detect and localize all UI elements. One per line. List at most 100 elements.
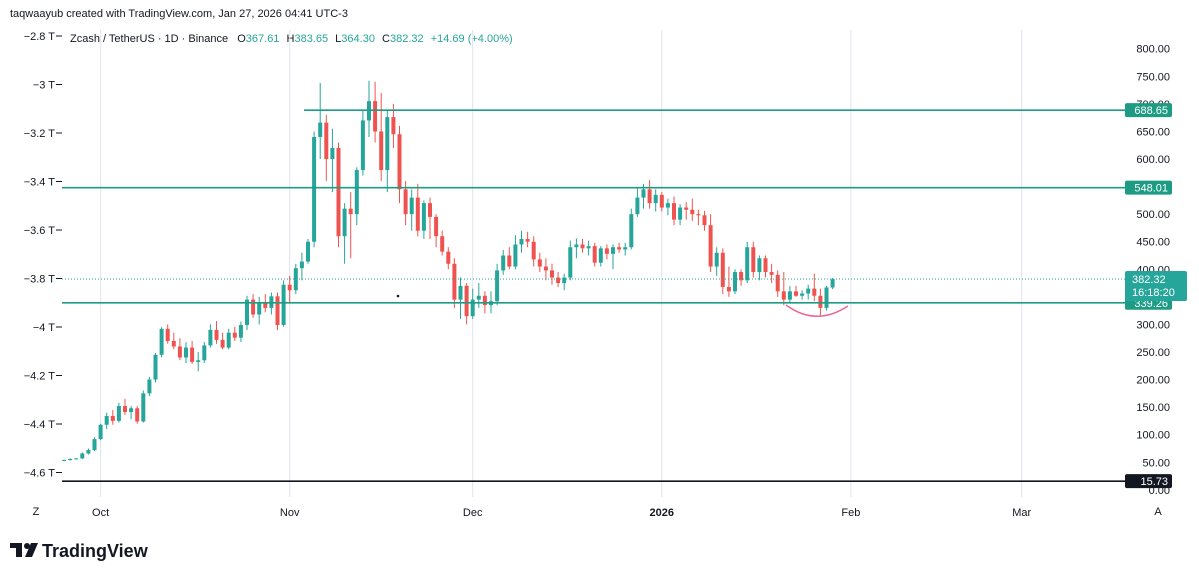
candle-down [507, 247, 512, 270]
price-tick-label[interactable]: 200.00 [1136, 375, 1170, 387]
candle-up [495, 263, 500, 306]
price-tick-label[interactable]: 750.00 [1136, 71, 1170, 83]
candle-body [818, 295, 823, 308]
candle-body [446, 251, 451, 264]
candle-body [263, 302, 268, 308]
candle-up [68, 458, 73, 461]
tradingview-logo: TradingView [10, 541, 149, 561]
z-button[interactable]: Z [33, 506, 40, 518]
left-tick-label: −3.8 T [24, 274, 56, 286]
candle-body [202, 345, 207, 361]
time-axis[interactable]: Oct Nov Dec 2026 Feb Mar [92, 507, 1031, 519]
candle-body [208, 329, 213, 346]
candle-body [635, 197, 640, 215]
candle-down [428, 197, 432, 239]
x-tick-label[interactable]: Feb [841, 507, 860, 519]
candle-body [226, 332, 231, 348]
candle-body [830, 279, 835, 288]
price-tick-label[interactable]: 500.00 [1136, 209, 1170, 221]
candle-down [190, 340, 195, 365]
tradingview-logo-icon [10, 543, 38, 557]
candle-body [781, 291, 786, 300]
price-tick-label[interactable]: 150.00 [1136, 402, 1170, 414]
candle-up [421, 200, 426, 239]
candle-body [806, 288, 811, 294]
candle-body [592, 246, 597, 263]
candle-body [550, 270, 554, 278]
candle-body [696, 214, 701, 216]
candle-up [208, 324, 213, 348]
candle-up [62, 459, 66, 462]
high-label: H [287, 33, 295, 45]
low-label: L [335, 33, 341, 45]
x-tick-label[interactable]: Mar [1012, 507, 1031, 519]
a-button[interactable]: A [1154, 506, 1162, 518]
candle-up [80, 452, 85, 459]
price-tick-label[interactable]: 100.00 [1136, 430, 1170, 442]
candle-up [586, 240, 591, 256]
candle-up [714, 247, 719, 276]
x-tick-label[interactable]: 2026 [650, 507, 674, 519]
candle-body [409, 197, 414, 215]
candle-up [238, 321, 243, 343]
candle-up [519, 230, 524, 253]
candle-down [446, 247, 451, 270]
candle-body [769, 272, 774, 275]
candle-down [165, 324, 170, 344]
candle-body [580, 244, 585, 249]
price-tick-label[interactable]: 600.00 [1136, 154, 1170, 166]
candle-down [171, 332, 176, 350]
candle-down [696, 209, 701, 226]
candle-body [123, 406, 127, 413]
low-value: 364.30 [341, 33, 375, 45]
last-price-tag [1125, 271, 1187, 302]
candle-up [342, 203, 347, 264]
candle-body [141, 393, 146, 422]
right-axis[interactable]: 800.00750.00700.00650.00600.00550.00500.… [1136, 44, 1170, 497]
candle-body [464, 285, 469, 317]
x-tick-label[interactable]: Nov [280, 507, 300, 519]
candle-up [653, 189, 658, 212]
candle-up [245, 295, 249, 330]
candle-up [409, 189, 414, 231]
left-tick-label: −2.8 T [24, 31, 56, 43]
candle-body [623, 247, 628, 250]
x-tick-label[interactable]: Oct [92, 507, 109, 519]
candle-body [598, 248, 603, 263]
candle-up [635, 187, 640, 217]
candle-body [238, 324, 243, 338]
candle-body [665, 203, 670, 208]
price-tick-label[interactable]: 50.00 [1142, 457, 1170, 469]
x-tick-label[interactable]: Dec [463, 507, 483, 519]
candle-body [360, 120, 365, 171]
candle-down [659, 192, 664, 212]
candle-down [769, 263, 774, 284]
candle-body [397, 134, 402, 190]
price-tick-label[interactable]: 300.00 [1136, 319, 1170, 331]
left-tick-label: −4 T [33, 322, 55, 334]
left-tick-label: −3.4 T [24, 177, 56, 189]
candle-body [739, 272, 744, 281]
chart-marker-dot [396, 294, 400, 298]
candle-down [440, 230, 445, 256]
candle-up [202, 342, 207, 364]
candle-up [830, 278, 835, 290]
symbol-title: Zcash / TetherUS · 1D · Binance [70, 33, 228, 45]
candle-body [165, 328, 170, 341]
candle-up [623, 242, 628, 256]
candle-body [281, 284, 286, 325]
candle-down [702, 210, 707, 231]
candle-body [354, 170, 359, 215]
price-tick-label[interactable]: 650.00 [1136, 126, 1170, 138]
candle-body [629, 214, 634, 248]
left-tick-label: −3.2 T [24, 128, 56, 140]
candle-body [98, 424, 103, 440]
candles-layer [62, 80, 835, 462]
countdown-label: 16:18:20 [1132, 287, 1175, 299]
price-level-tag-label: 688.65 [1134, 105, 1168, 117]
price-tick-label[interactable]: 450.00 [1136, 237, 1170, 249]
price-tick-label[interactable]: 250.00 [1136, 347, 1170, 359]
left-tick-label: −4.6 T [24, 468, 56, 480]
price-tick-label[interactable]: 800.00 [1136, 44, 1170, 56]
